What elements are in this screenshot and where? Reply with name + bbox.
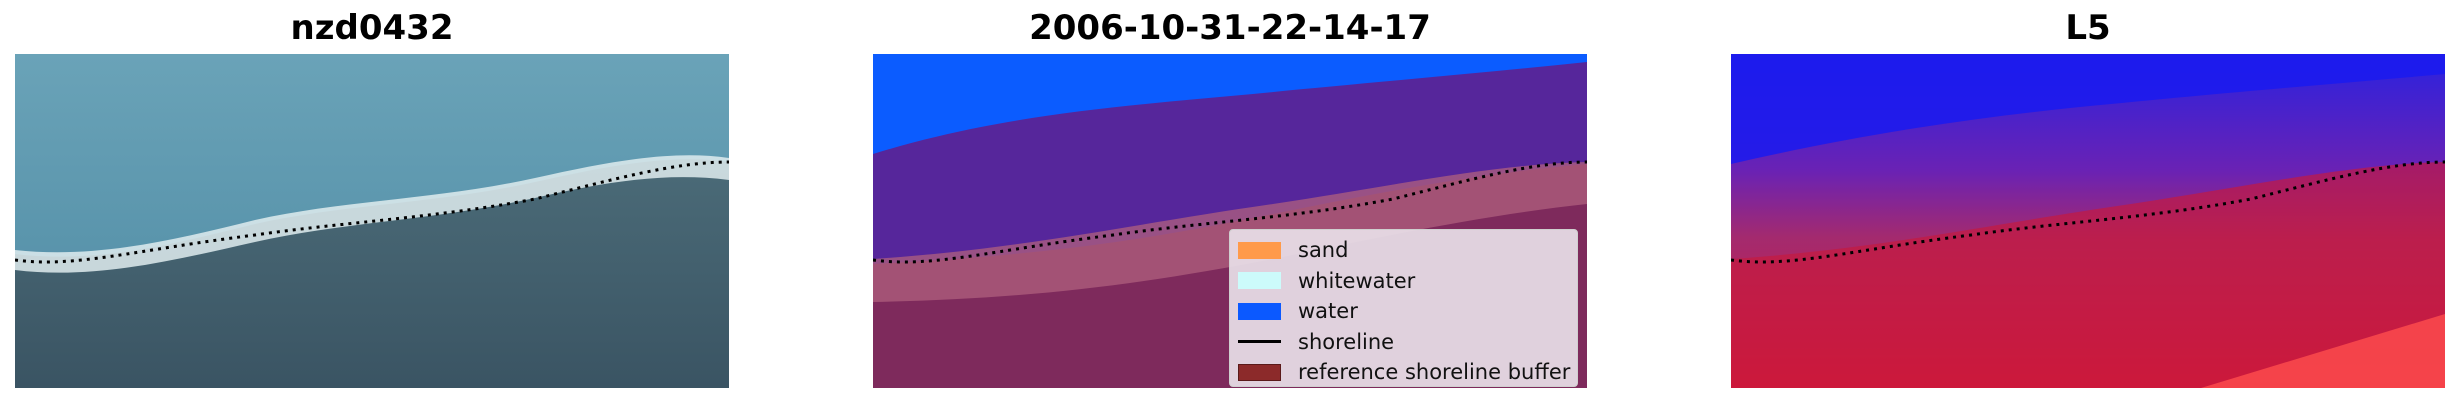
l5-red-zone (1731, 162, 2445, 388)
legend-label: water (1298, 299, 1358, 324)
class-water (873, 54, 1587, 154)
l5-panel (1731, 54, 2445, 388)
panel-title-classification: 2006-10-31-22-14-17 (1029, 8, 1431, 48)
legend-item-whitewater: whitewater (1238, 266, 1569, 297)
legend: sand whitewater water shoreline referenc… (1229, 229, 1578, 387)
l5-bright-red-corner (2201, 314, 2445, 388)
legend-item-sand: sand (1238, 235, 1569, 266)
panel-title-l5: L5 (2065, 8, 2111, 48)
l5-blue-zone (1731, 54, 2445, 164)
legend-label: reference shoreline buffer (1298, 360, 1571, 385)
legend-swatch-whitewater (1238, 272, 1281, 290)
legend-label: shoreline (1298, 329, 1395, 354)
legend-item-reference-shoreline-buffer: reference shoreline buffer (1238, 357, 1571, 388)
l5-image (1731, 54, 2445, 388)
panel-title-rgb: nzd0432 (290, 8, 454, 48)
shoreline-dotted (15, 160, 729, 264)
legend-swatch-sand (1238, 241, 1281, 259)
shoreline-dotted (873, 160, 1587, 264)
legend-swatch-buffer (1238, 363, 1281, 381)
legend-line-shoreline (1238, 340, 1281, 344)
legend-label: whitewater (1298, 268, 1416, 293)
legend-swatch-water (1238, 302, 1281, 320)
shoreline-dotted (1731, 160, 2445, 264)
legend-item-shoreline: shoreline (1238, 327, 1569, 358)
legend-label: sand (1298, 238, 1349, 263)
rgb-satellite-image (15, 54, 729, 388)
surf-zone (15, 155, 729, 273)
land-area (15, 159, 729, 388)
rgb-image-panel (15, 54, 729, 388)
legend-item-water: water (1238, 296, 1569, 327)
